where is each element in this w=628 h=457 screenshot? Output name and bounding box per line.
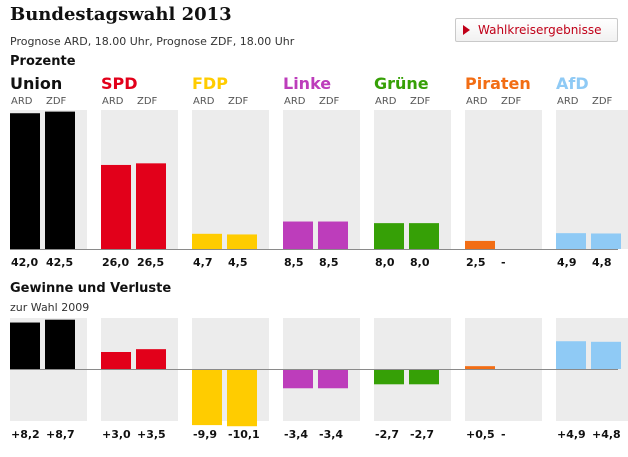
change-value-label: -3,4 bbox=[284, 428, 308, 441]
percent-bar bbox=[283, 221, 313, 249]
broadcaster-label: ARD bbox=[375, 96, 397, 107]
percent-value-label: 8,5 bbox=[284, 256, 304, 269]
percent-bar bbox=[101, 164, 131, 249]
constituency-results-label: Wahlkreisergebnisse bbox=[478, 23, 602, 37]
broadcaster-label: ZDF bbox=[137, 96, 158, 107]
change-value-label: +3,5 bbox=[137, 428, 166, 441]
percent-bar bbox=[409, 223, 439, 249]
party-name-label: Linke bbox=[283, 74, 331, 93]
party-name-label: Piraten bbox=[465, 74, 531, 93]
broadcaster-label: ZDF bbox=[410, 96, 431, 107]
percent-value-label: 26,5 bbox=[137, 256, 164, 269]
percent-value-label: 8,0 bbox=[375, 256, 395, 269]
percent-bar bbox=[465, 240, 495, 249]
percent-value-label: - bbox=[501, 256, 506, 269]
percent-bar bbox=[10, 113, 40, 249]
party-name-label: Union bbox=[10, 74, 62, 93]
percent-bar bbox=[227, 234, 257, 249]
percent-section-title: Prozente bbox=[10, 54, 76, 69]
change-value-label: -10,1 bbox=[228, 428, 260, 441]
change-bar bbox=[374, 369, 404, 385]
party-name-label: FDP bbox=[192, 74, 228, 93]
percent-value-label: 42,0 bbox=[11, 256, 38, 269]
play-arrow-icon bbox=[463, 25, 470, 35]
change-value-label: +0,5 bbox=[466, 428, 495, 441]
change-value-label: -2,7 bbox=[375, 428, 399, 441]
percent-value-label: 8,5 bbox=[319, 256, 339, 269]
percent-bar bbox=[136, 163, 166, 249]
broadcaster-label: ZDF bbox=[228, 96, 249, 107]
percent-value-label: 4,9 bbox=[557, 256, 577, 269]
change-section-subtitle: zur Wahl 2009 bbox=[10, 301, 90, 314]
change-value-label: +8,2 bbox=[11, 428, 40, 441]
change-value-label: -2,7 bbox=[410, 428, 434, 441]
change-bar bbox=[136, 349, 166, 369]
change-value-label: +8,7 bbox=[46, 428, 75, 441]
percent-bar bbox=[45, 111, 75, 250]
constituency-results-button[interactable]: Wahlkreisergebnisse bbox=[455, 18, 618, 42]
party-name-label: AfD bbox=[556, 74, 589, 93]
change-value-label: +4,8 bbox=[592, 428, 621, 441]
change-value-label: -9,9 bbox=[193, 428, 217, 441]
broadcaster-label: ARD bbox=[466, 96, 488, 107]
change-bar bbox=[591, 341, 621, 369]
change-section-title: Gewinne und Verluste bbox=[10, 281, 172, 296]
percent-bar bbox=[374, 223, 404, 249]
broadcaster-label: ARD bbox=[284, 96, 306, 107]
party-name-label: Grüne bbox=[374, 74, 429, 93]
percent-bar bbox=[192, 233, 222, 249]
forecast-subtitle: Prognose ARD, 18.00 Uhr, Prognose ZDF, 1… bbox=[10, 35, 295, 48]
broadcaster-label: ZDF bbox=[592, 96, 613, 107]
percent-value-label: 4,5 bbox=[228, 256, 248, 269]
change-value-label: +4,9 bbox=[557, 428, 586, 441]
broadcaster-label: ARD bbox=[193, 96, 215, 107]
percent-bar bbox=[318, 221, 348, 249]
percent-value-label: 4,7 bbox=[193, 256, 213, 269]
percent-value-label: 26,0 bbox=[102, 256, 129, 269]
broadcaster-label: ARD bbox=[557, 96, 579, 107]
change-bar bbox=[556, 341, 586, 369]
party-column-bg bbox=[556, 110, 628, 249]
change-bar bbox=[227, 369, 257, 427]
change-bar bbox=[465, 366, 495, 369]
change-bar bbox=[283, 369, 313, 389]
percent-bar bbox=[591, 233, 621, 249]
party-column-bg bbox=[192, 110, 269, 249]
percent-bar bbox=[556, 233, 586, 249]
page-title: Bundestagswahl 2013 bbox=[10, 4, 232, 25]
broadcaster-label: ZDF bbox=[501, 96, 522, 107]
broadcaster-label: ARD bbox=[102, 96, 124, 107]
change-value-label: +3,0 bbox=[102, 428, 131, 441]
broadcaster-label: ZDF bbox=[46, 96, 67, 107]
change-bar bbox=[409, 369, 439, 385]
change-bar bbox=[10, 322, 40, 369]
percent-value-label: 4,8 bbox=[592, 256, 612, 269]
change-bar bbox=[192, 369, 222, 426]
percent-value-label: 2,5 bbox=[466, 256, 486, 269]
change-bar bbox=[101, 352, 131, 369]
broadcaster-label: ZDF bbox=[319, 96, 340, 107]
percent-value-label: 42,5 bbox=[46, 256, 73, 269]
change-bar bbox=[318, 369, 348, 389]
party-column-bg bbox=[465, 110, 542, 249]
percent-value-label: 8,0 bbox=[410, 256, 430, 269]
change-bar bbox=[45, 319, 75, 369]
party-name-label: SPD bbox=[101, 74, 138, 93]
broadcaster-label: ARD bbox=[11, 96, 33, 107]
change-value-label: -3,4 bbox=[319, 428, 343, 441]
change-value-label: - bbox=[501, 428, 506, 441]
